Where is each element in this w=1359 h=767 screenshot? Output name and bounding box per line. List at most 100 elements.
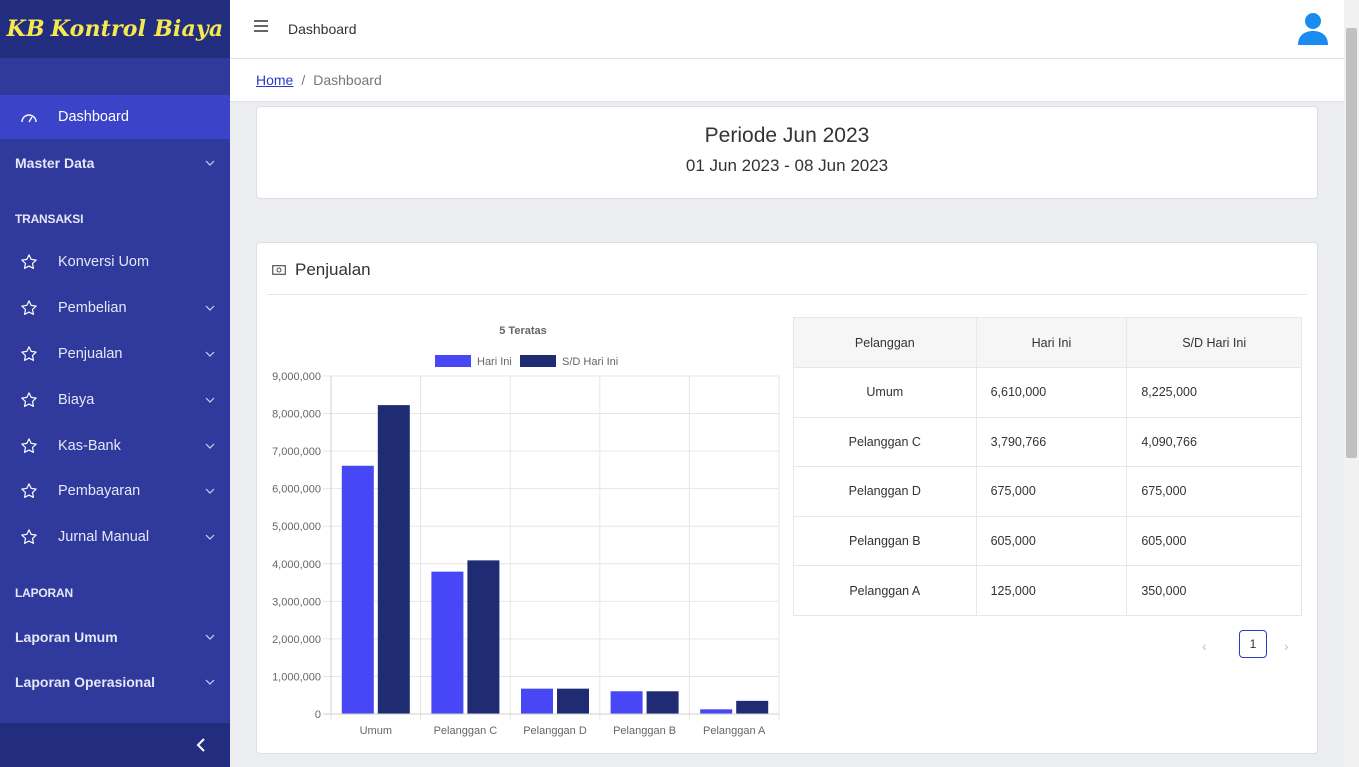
sales-card: Penjualan 5 Teratas Hari Ini S/D Hari Ini 0… xyxy=(256,242,1318,754)
column-header-pelanggan[interactable]: Pelanggan xyxy=(793,317,977,368)
sales-card-header: Penjualan xyxy=(267,243,1307,295)
table-row: Pelanggan C 3,790,766 4,090,766 xyxy=(793,416,1302,468)
star-icon xyxy=(18,297,40,319)
sidebar-item-label: Biaya xyxy=(58,392,95,408)
topbar: Dashboard xyxy=(230,0,1344,59)
sidebar-item-label: Pembelian xyxy=(58,300,127,316)
chevron-down-icon xyxy=(204,531,216,543)
y-tick-label: 2,000,000 xyxy=(272,634,321,646)
sidebar-item-dashboard[interactable]: Dashboard xyxy=(0,95,230,139)
bar xyxy=(700,709,733,714)
sidebar-header-laporan: LAPORAN xyxy=(15,586,73,600)
speedometer-icon xyxy=(18,106,40,128)
chevron-down-icon xyxy=(204,348,216,360)
period-card: Periode Jun 2023 01 Jun 2023 - 08 Jun 20… xyxy=(256,106,1318,199)
chevron-down-icon xyxy=(204,631,216,643)
sidebar-item-kas-bank[interactable]: Kas-Bank xyxy=(0,424,230,468)
chevron-down-icon xyxy=(204,302,216,314)
y-tick-label: 1,000,000 xyxy=(272,671,321,683)
sidebar-group-label: Laporan Umum xyxy=(15,629,118,645)
table-header-row: Pelanggan Hari Ini S/D Hari Ini xyxy=(793,317,1302,368)
bar xyxy=(521,688,553,714)
star-icon xyxy=(18,480,40,502)
table-row: Pelanggan B 605,000 605,000 xyxy=(793,515,1302,567)
cell-pelanggan: Pelanggan A xyxy=(793,565,977,616)
sidebar-group-label: Master Data xyxy=(15,155,95,171)
column-header-hari-ini[interactable]: Hari Ini xyxy=(975,317,1128,368)
sidebar-item-label: Jurnal Manual xyxy=(58,529,150,545)
legend-label: Hari Ini xyxy=(477,356,512,368)
sales-card-title: Penjualan xyxy=(295,260,371,279)
collapse-sidebar-button[interactable] xyxy=(190,735,210,755)
y-tick-label: 6,000,000 xyxy=(272,484,321,496)
cell-sd-hari-ini: 8,225,000 xyxy=(1126,367,1302,418)
x-tick-label: Pelanggan A xyxy=(703,725,766,737)
star-icon xyxy=(18,343,40,365)
sidebar-item-biaya[interactable]: Biaya xyxy=(0,378,230,422)
breadcrumb-home-link[interactable]: Home xyxy=(256,72,294,88)
period-range: 01 Jun 2023 - 08 Jun 2023 xyxy=(685,156,889,175)
menu-toggle-icon[interactable] xyxy=(254,20,268,36)
star-icon xyxy=(18,526,40,548)
x-tick-label: Umum xyxy=(360,725,392,737)
sidebar-item-pembelian[interactable]: Pembelian xyxy=(0,286,230,330)
cell-sd-hari-ini: 605,000 xyxy=(1126,515,1302,567)
breadcrumb: Home / Dashboard xyxy=(256,72,382,88)
sidebar-group-master-data[interactable]: Master Data xyxy=(0,141,230,185)
bar xyxy=(431,571,464,714)
cell-pelanggan: Pelanggan B xyxy=(793,515,977,567)
brand-name: Kontrol Biaya xyxy=(50,16,224,42)
brand-mark: KB xyxy=(6,16,45,42)
chevron-down-icon xyxy=(204,157,216,169)
bar xyxy=(557,688,589,714)
bar xyxy=(646,691,679,714)
sales-chart-svg: 5 Teratas Hari Ini S/D Hari Ini 0 1,000,000 2… xyxy=(272,325,780,737)
page-title: Dashboard xyxy=(288,21,357,37)
page-button-current[interactable]: 1 xyxy=(1239,630,1267,658)
legend-swatch xyxy=(520,355,556,367)
column-header-sd-hari-ini[interactable]: S/D Hari Ini xyxy=(1126,317,1302,368)
breadcrumb-current: Dashboard xyxy=(313,72,382,88)
chart-title: 5 Teratas xyxy=(499,325,547,337)
cell-hari-ini: 125,000 xyxy=(975,565,1128,616)
cell-pelanggan: Umum xyxy=(793,367,977,418)
chevron-right-icon[interactable]: › xyxy=(1284,638,1289,654)
table-row: Pelanggan D 675,000 675,000 xyxy=(793,466,1302,517)
sidebar-item-label: Kas-Bank xyxy=(58,438,121,454)
star-icon xyxy=(18,389,40,411)
table-row: Umum 6,610,000 8,225,000 xyxy=(793,367,1302,418)
star-icon xyxy=(18,251,40,273)
table-row: Pelanggan A 125,000 350,000 xyxy=(793,565,1302,616)
sidebar-group-laporan-operasional[interactable]: Laporan Operasional xyxy=(0,660,230,704)
user-avatar-icon[interactable] xyxy=(1296,11,1330,47)
bar xyxy=(610,691,643,714)
x-tick-label: Pelanggan D xyxy=(523,725,587,737)
x-tick-label: Pelanggan C xyxy=(434,725,498,737)
y-tick-label: 9,000,000 xyxy=(272,371,321,383)
sidebar-item-pembayaran[interactable]: Pembayaran xyxy=(0,469,230,513)
brand[interactable]: KB Kontrol Biaya xyxy=(0,0,230,58)
scrollbar-thumb[interactable] xyxy=(1346,28,1357,458)
legend-swatch xyxy=(435,355,471,367)
cell-hari-ini: 3,790,766 xyxy=(975,416,1128,468)
cell-sd-hari-ini: 4,090,766 xyxy=(1126,416,1302,468)
star-icon xyxy=(18,435,40,457)
cell-sd-hari-ini: 350,000 xyxy=(1126,565,1302,616)
chevron-down-icon xyxy=(204,394,216,406)
cell-hari-ini: 675,000 xyxy=(975,466,1128,517)
money-icon xyxy=(272,265,286,275)
chevron-left-icon[interactable]: ‹ xyxy=(1202,638,1207,654)
bar xyxy=(736,700,769,714)
cell-hari-ini: 6,610,000 xyxy=(975,367,1128,418)
breadcrumb-bar: Home / Dashboard xyxy=(230,59,1344,102)
cell-pelanggan: Pelanggan C xyxy=(793,416,977,468)
y-tick-label: 3,000,000 xyxy=(272,596,321,608)
sidebar-item-label: Pembayaran xyxy=(58,483,141,499)
sales-table: Pelanggan Hari Ini S/D Hari Ini Umum 6,6… xyxy=(793,317,1302,616)
sidebar-item-jurnal-manual[interactable]: Jurnal Manual xyxy=(0,515,230,559)
vertical-scrollbar[interactable] xyxy=(1344,0,1359,767)
sidebar-item-penjualan[interactable]: Penjualan xyxy=(0,332,230,376)
sales-chart: 5 Teratas Hari Ini S/D Hari Ini 0 1,000,000 2… xyxy=(265,317,785,747)
sidebar-group-laporan-umum[interactable]: Laporan Umum xyxy=(0,615,230,659)
sidebar-item-konversi-uom[interactable]: Konversi Uom xyxy=(0,240,230,284)
